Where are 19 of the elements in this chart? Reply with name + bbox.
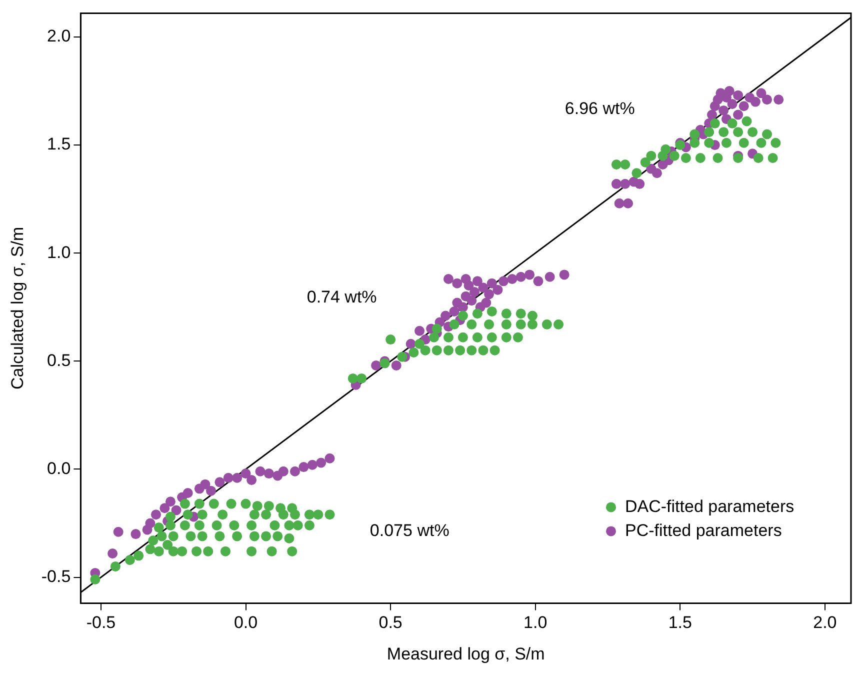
annotation: 0.075 wt% bbox=[370, 520, 450, 540]
annotation: 0.74 wt% bbox=[306, 287, 377, 306]
x-tick-label: 2.0 bbox=[813, 613, 837, 632]
annotation: 6.96 wt% bbox=[564, 99, 635, 118]
y-tick-label: 0.0 bbox=[47, 458, 71, 478]
x-tick-label: 1.0 bbox=[524, 613, 548, 632]
legend-label: PC-fitted parameters bbox=[625, 520, 782, 540]
x-tick-label: 0.0 bbox=[234, 613, 258, 632]
y-tick-label: 1.5 bbox=[47, 134, 71, 154]
y-tick-label: 2.0 bbox=[47, 26, 71, 46]
x-tick-label: 0.5 bbox=[378, 613, 402, 632]
x-tick-label: -0.5 bbox=[86, 613, 116, 632]
x-tick-label: 1.5 bbox=[668, 613, 692, 632]
y-axis-title: Calculated log σ, S/m bbox=[8, 226, 27, 390]
x-axis-title: Measured log σ, S/m bbox=[386, 644, 545, 664]
y-tick-label: 1.0 bbox=[47, 242, 71, 262]
y-tick-label: -0.5 bbox=[41, 566, 71, 586]
legend-label: DAC-fitted parameters bbox=[625, 496, 794, 516]
y-tick-label: 0.5 bbox=[47, 350, 71, 370]
